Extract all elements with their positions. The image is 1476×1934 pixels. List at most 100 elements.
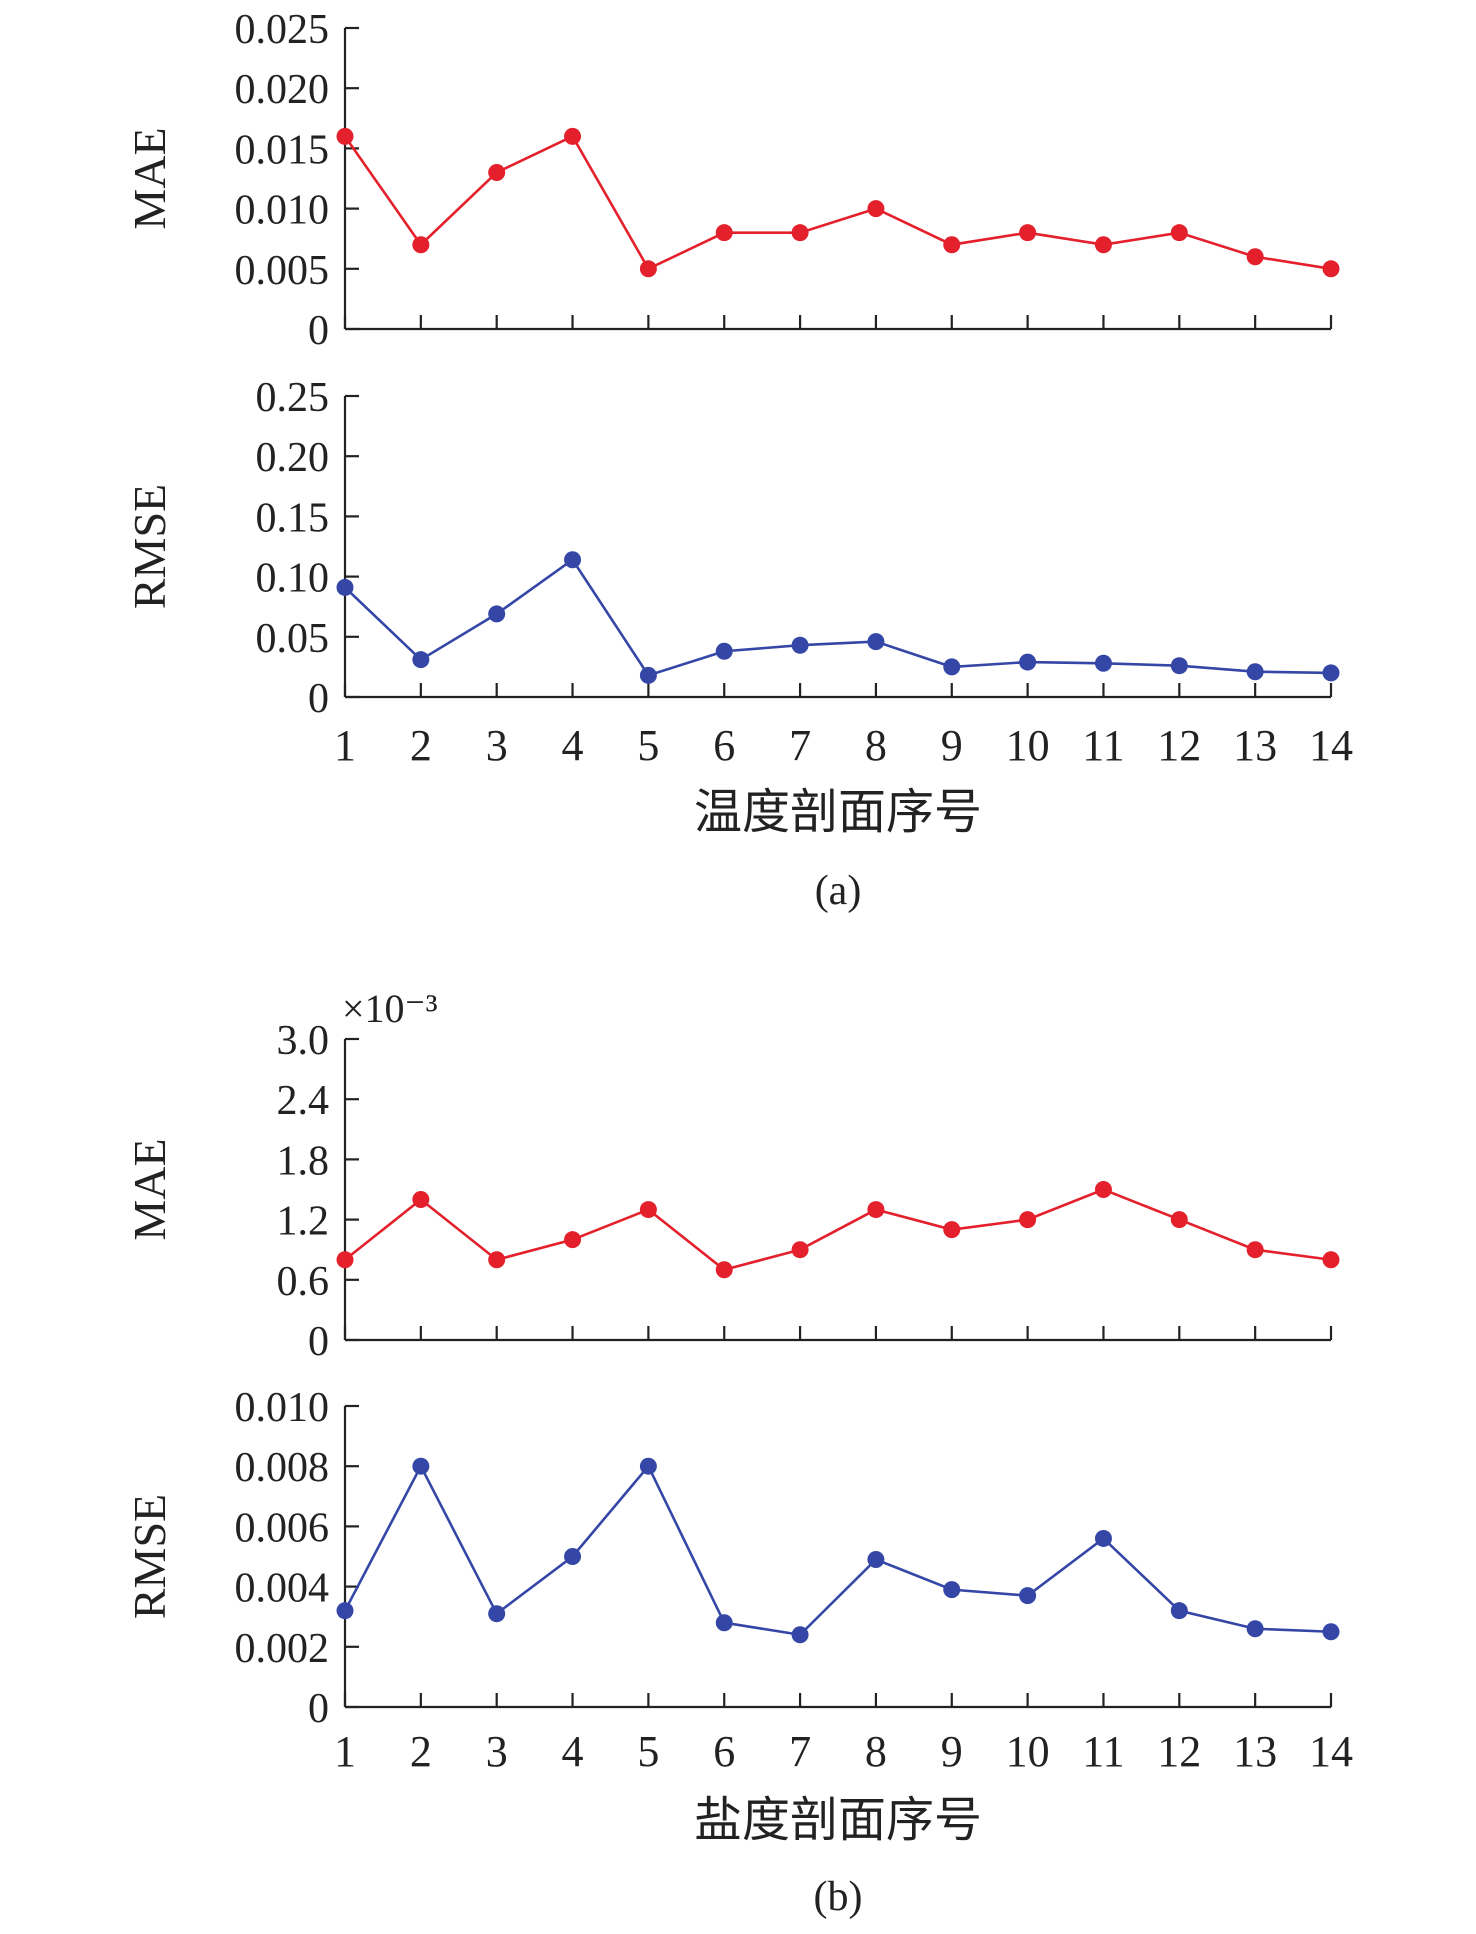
plot-2-point (488, 605, 506, 623)
plot-3-y-tick-label: 1.8 (277, 1138, 330, 1184)
plot-4-point (1019, 1587, 1037, 1605)
plot-4-x-tick-label: 10 (1006, 1727, 1050, 1776)
plot-4-point (639, 1457, 657, 1475)
plot-1-point (715, 224, 733, 242)
plot-1-point (336, 127, 354, 145)
plot-1-y-axis-title: MAE (124, 127, 175, 229)
plot-4-x-tick-label: 7 (789, 1727, 811, 1776)
plot-4-x-tick-label: 13 (1233, 1727, 1277, 1776)
axes-layer (343, 26, 1333, 1709)
plot-4-point (1322, 1623, 1340, 1641)
plot-2-y-tick-label: 0.20 (256, 435, 330, 481)
plot-2-point (1019, 653, 1037, 671)
plot-4-x-tick-label: 9 (941, 1727, 963, 1776)
plot-2-point (1246, 663, 1264, 681)
plot-3-point (412, 1191, 430, 1209)
plot-1-y-tick-label: 0.005 (235, 248, 330, 294)
plot-4-point (715, 1614, 733, 1632)
plot-4-point (336, 1602, 354, 1620)
plot-4-x-tick-label: 1 (334, 1727, 356, 1776)
plot-4-y-tick-label: 0.008 (235, 1445, 330, 1491)
plot-4-x-tick-label: 5 (637, 1727, 659, 1776)
plot-3-y-tick-label: 0 (308, 1319, 329, 1365)
plot-3-series-line (344, 1188, 1332, 1272)
plot-4-y-tick-label: 0.006 (235, 1505, 330, 1551)
plot-2-x-tick-label: 2 (410, 721, 432, 770)
plot-4-point (867, 1551, 885, 1569)
plot-2-y-tick-label: 0.15 (256, 495, 330, 541)
plot-3-y-tick-label: 1.2 (277, 1199, 330, 1245)
panel-a-caption: (a) (815, 868, 862, 914)
plot-1-point (488, 163, 506, 181)
plot-1-y-tick-label: 0.015 (235, 127, 330, 173)
plot-1-point (1246, 248, 1264, 266)
text-layer: 温度剖面序号 (a) ×10⁻³ 盐度剖面序号 (b) 0 0.005 0.010 0… (124, 7, 1353, 1920)
plot-4-y-tick-label: 0.010 (235, 1385, 330, 1431)
plot-2-point (791, 636, 809, 654)
plot-2-y-tick-label: 0.10 (256, 556, 330, 602)
plot-2-x-tick-label: 3 (486, 721, 508, 770)
plot-2-point (564, 551, 582, 569)
plot-2-y-tick-label: 0.25 (256, 375, 330, 421)
plot-2-x-tick-label: 6 (713, 721, 735, 770)
plot-1-series-line (343, 134, 1332, 271)
plot-2-x-tick-label: 14 (1309, 721, 1353, 770)
plot-3-point (1246, 1241, 1264, 1259)
plot-3-point (1170, 1211, 1188, 1229)
plot-2-point (867, 633, 885, 651)
plot-2-y-tick-label: 0 (308, 676, 329, 722)
plot-1-point (1019, 224, 1037, 242)
plot-2-x-tick-label: 8 (865, 721, 887, 770)
plot-2-point (639, 666, 657, 684)
plot-2-point (1094, 654, 1112, 672)
panel-b-x-axis-title: 盐度剖面序号 (694, 1794, 982, 1847)
plot-3-point (1094, 1181, 1112, 1198)
plot-4-x-tick-label: 6 (713, 1727, 735, 1776)
plot-4-y-axis-title: RMSE (124, 1494, 175, 1619)
plot-1-point (1094, 236, 1112, 254)
plot-2-point (412, 651, 430, 669)
plot-3-y-tick-label: 3.0 (277, 1018, 330, 1064)
plot-4-point (1094, 1529, 1112, 1547)
plot-3-point (488, 1251, 506, 1269)
plot-4-y-tick-label: 0 (308, 1686, 329, 1732)
plot-1-point (1170, 224, 1188, 242)
plot-4-x-tick-label: 14 (1309, 1727, 1353, 1776)
plot-3-point (791, 1241, 809, 1259)
plot-2-point (943, 658, 961, 676)
plot-1-y-tick-label: 0.025 (235, 7, 330, 53)
plot-1-point (867, 200, 885, 218)
plot-4-y-tick-label: 0.002 (235, 1626, 330, 1672)
plot-3-point (867, 1201, 885, 1219)
plot-1-point (791, 224, 809, 242)
plot-1-point (943, 236, 961, 254)
plot-4-x-tick-label: 8 (865, 1727, 887, 1776)
plot-2-x-tick-label: 4 (562, 721, 584, 770)
plot-2-x-tick-label: 11 (1082, 721, 1124, 770)
plot-4-point (488, 1605, 506, 1623)
plot-4-point (1246, 1620, 1264, 1638)
plot-3-point (1019, 1211, 1037, 1229)
plot-2-x-tick-label: 10 (1006, 721, 1050, 770)
panel-b-caption: (b) (814, 1874, 863, 1920)
plot-2-x-tick-label: 1 (334, 721, 356, 770)
plot-2-y-axis-title: RMSE (124, 484, 175, 609)
plot-4-x-tick-label: 2 (410, 1727, 432, 1776)
plot-4-x-tick-label: 4 (562, 1727, 584, 1776)
plot-4-point (1170, 1602, 1188, 1620)
plot-2-y-tick-label: 0.05 (256, 616, 330, 662)
series-layer (336, 127, 1340, 1644)
plot-4-point (791, 1626, 809, 1644)
plot-2-point (1170, 657, 1188, 675)
plot-4-x-tick-label: 12 (1157, 1727, 1201, 1776)
plot-3-y-tick-label: 2.4 (277, 1078, 330, 1124)
plot-2-series-line (344, 557, 1332, 677)
plot-2-x-tick-label: 7 (789, 721, 811, 770)
plot-1-y-tick-label: 0.020 (235, 67, 330, 113)
plot-1-y-tick-label: 0.010 (235, 188, 330, 234)
plot-4-x-tick-label: 11 (1082, 1727, 1124, 1776)
plot-2-x-tick-label: 5 (637, 721, 659, 770)
plot-3-point (943, 1221, 961, 1239)
